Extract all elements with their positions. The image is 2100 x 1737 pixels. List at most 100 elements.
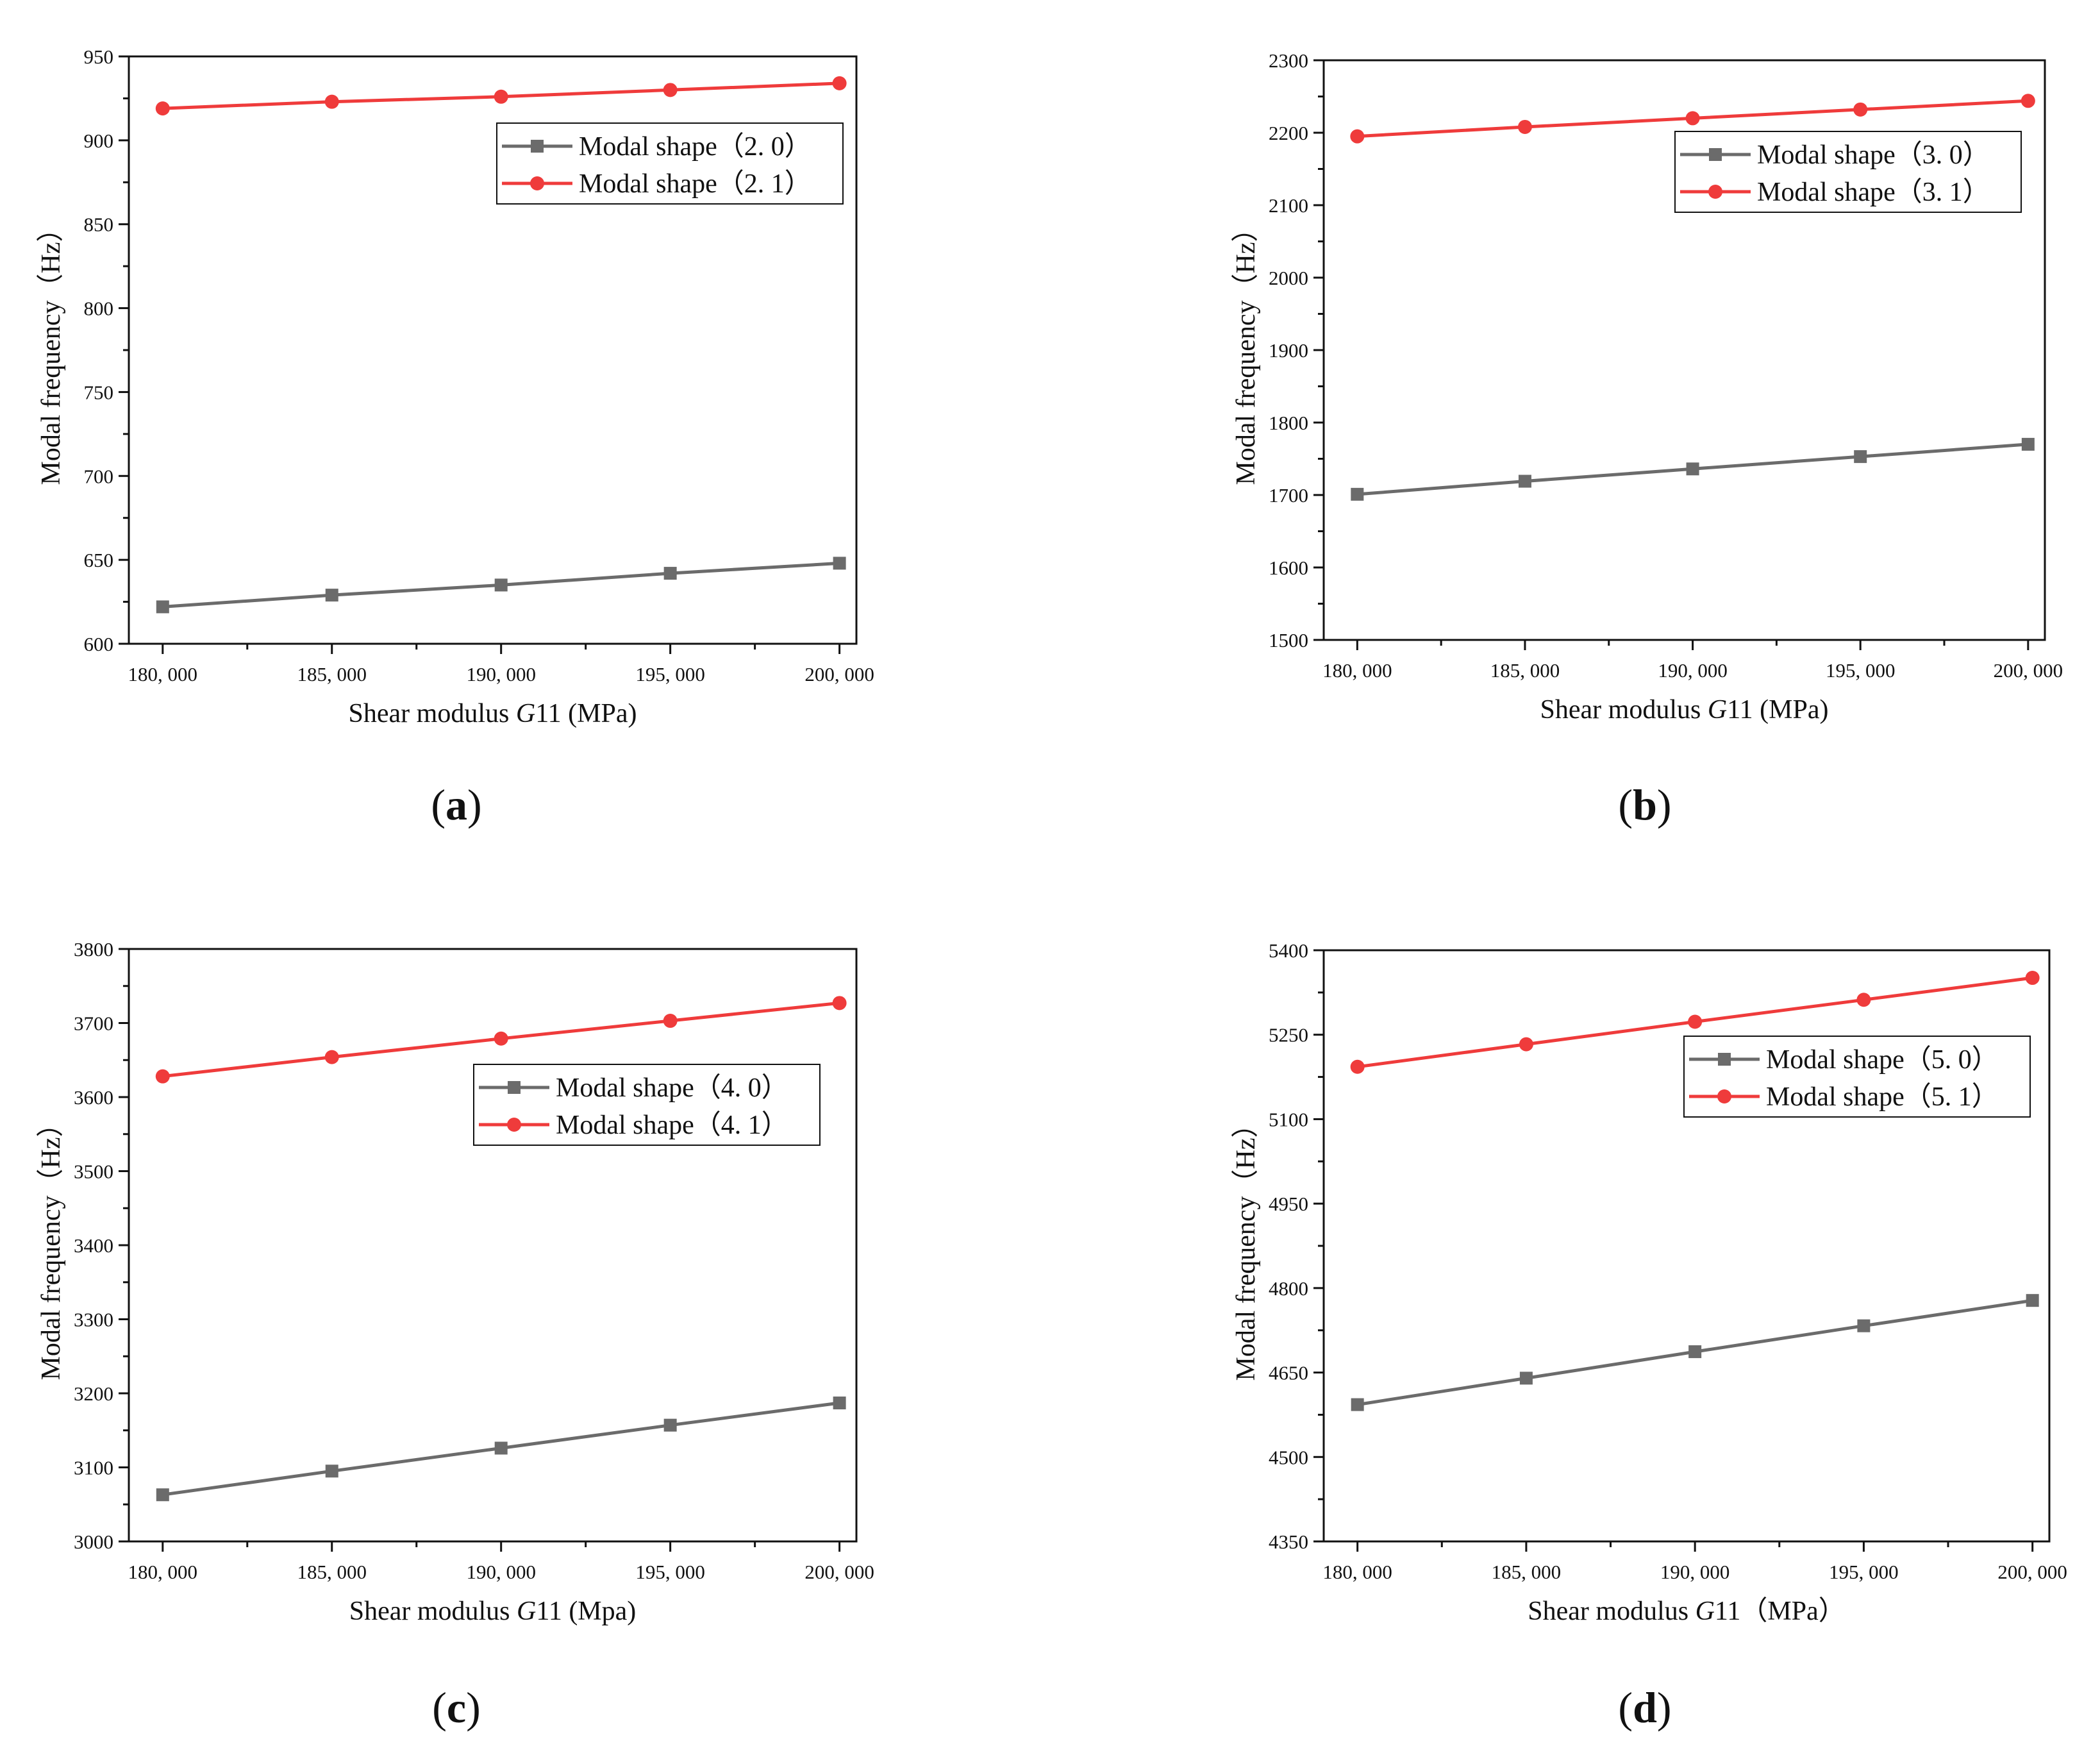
data-point xyxy=(494,1031,508,1046)
y-tick-label: 4800 xyxy=(1269,1277,1308,1300)
y-axis-title: Modal frequency（Hz） xyxy=(37,1110,66,1380)
data-point xyxy=(1519,1372,1533,1385)
y-tick-label: 2200 xyxy=(1269,122,1308,144)
y-axis-title: Modal frequency（Hz） xyxy=(1231,215,1261,485)
y-tick-label: 650 xyxy=(84,549,114,571)
data-point xyxy=(155,1069,170,1084)
x-tick-label: 180, 000 xyxy=(1322,1561,1392,1583)
y-tick-label: 3400 xyxy=(74,1234,113,1257)
data-point xyxy=(663,1014,678,1028)
caption-paren-open: ( xyxy=(1618,1683,1633,1732)
y-axis-title: Modal frequency（Hz） xyxy=(1231,1111,1261,1380)
legend-marker xyxy=(1708,185,1722,199)
caption-letter: d xyxy=(1633,1683,1657,1732)
y-tick-label: 5100 xyxy=(1269,1108,1308,1130)
panel-caption: (a) xyxy=(431,780,481,829)
legend-label: Modal shape（2. 1） xyxy=(579,169,812,199)
legend-label: Modal shape（5. 1） xyxy=(1766,1082,1999,1112)
legend-marker xyxy=(1718,1053,1731,1066)
panel-caption: (c) xyxy=(432,1683,481,1732)
data-point xyxy=(325,589,338,602)
x-axis-title-part: 11 (MPa) xyxy=(535,699,637,728)
data-point xyxy=(1351,1398,1364,1411)
legend-label: Modal shape（2. 0） xyxy=(579,132,812,162)
legend-label: Modal shape（3. 1） xyxy=(1757,178,1990,207)
data-point xyxy=(1853,102,1868,117)
legend-box xyxy=(1683,1036,2031,1118)
legend-label: Modal shape（4. 1） xyxy=(556,1111,788,1140)
data-point xyxy=(1351,487,1364,501)
x-tick-label: 195, 000 xyxy=(635,1561,705,1583)
chart-panel-b: 1500 1600 1700 1800 1900 2000 2100 2200 2300 180,… xyxy=(1231,49,2063,829)
caption-paren-open: ( xyxy=(431,780,446,829)
y-tick-label: 4350 xyxy=(1269,1531,1308,1553)
x-tick-label: 195, 000 xyxy=(635,663,705,685)
x-axis-title: Shear modulus G11（MPa） xyxy=(1528,1597,1845,1626)
legend-marker xyxy=(1717,1089,1731,1103)
data-point xyxy=(2025,971,2040,986)
x-tick-label: 180, 000 xyxy=(1322,659,1392,682)
y-tick-label: 3700 xyxy=(74,1012,113,1035)
caption-paren-close: ) xyxy=(1657,1683,1672,1732)
legend-marker xyxy=(531,140,544,153)
legend-label: Modal shape（3. 0） xyxy=(1757,140,1990,170)
x-axis-title-part: G xyxy=(517,1597,536,1626)
data-point xyxy=(325,1464,338,1478)
y-tick-label: 600 xyxy=(84,633,114,655)
legend-box xyxy=(1674,131,2022,213)
x-axis-title-part: Shear modulus xyxy=(1528,1597,1695,1626)
y-tick-label: 3200 xyxy=(74,1382,113,1405)
y-tick-label: 900 xyxy=(84,130,114,152)
data-point xyxy=(1688,1345,1702,1359)
y-tick-label: 2300 xyxy=(1269,49,1308,72)
y-tick-label: 2000 xyxy=(1269,267,1308,289)
x-tick-label: 180, 000 xyxy=(128,1561,198,1583)
legend-marker xyxy=(1709,148,1722,161)
data-point xyxy=(832,996,847,1011)
plot-frame xyxy=(128,948,858,1543)
y-tick-label: 950 xyxy=(84,46,114,68)
y-tick-label: 5250 xyxy=(1269,1024,1308,1046)
y-tick-label: 3500 xyxy=(74,1161,113,1183)
x-tick-label: 190, 000 xyxy=(1660,1561,1730,1583)
x-axis-title: Shear modulus G11 (MPa) xyxy=(349,699,637,728)
x-axis-title: Shear modulus G11 (MPa) xyxy=(1540,695,1829,725)
y-tick-label: 4650 xyxy=(1269,1362,1308,1384)
legend-box xyxy=(473,1064,821,1146)
y-tick-label: 1600 xyxy=(1269,557,1308,579)
data-point xyxy=(1854,450,1867,464)
y-tick-label: 3800 xyxy=(74,938,113,961)
data-point xyxy=(663,567,677,580)
x-tick-label: 185, 000 xyxy=(1490,659,1560,682)
data-point xyxy=(1856,993,1871,1007)
x-axis-title-part: G xyxy=(1696,1597,1715,1626)
x-tick-label: 185, 000 xyxy=(297,1561,367,1583)
x-axis-title-part: 11 (Mpa) xyxy=(536,1597,636,1626)
y-tick-label: 800 xyxy=(84,298,114,320)
legend-marker xyxy=(507,1118,521,1132)
x-axis-title-part: Shear modulus xyxy=(349,699,516,728)
caption-paren-close: ) xyxy=(467,780,482,829)
data-point xyxy=(324,1050,339,1064)
legend-label: Modal shape（4. 0） xyxy=(556,1073,788,1103)
caption-paren-close: ) xyxy=(1657,780,1672,829)
y-tick-label: 1500 xyxy=(1269,629,1308,651)
data-point xyxy=(155,101,170,116)
chart-panel-d: 4350 4500 4650 4800 4950 5100 5250 5400 180, 000… xyxy=(1231,939,2067,1732)
data-point xyxy=(832,76,847,90)
caption-letter: c xyxy=(447,1683,466,1732)
y-tick-label: 4950 xyxy=(1269,1193,1308,1215)
caption-letter: b xyxy=(1633,780,1657,829)
data-point xyxy=(156,600,169,614)
y-tick-label: 3600 xyxy=(74,1086,113,1109)
x-axis-title-part: Shear modulus xyxy=(349,1597,517,1626)
data-point xyxy=(663,1418,677,1432)
x-axis-title-part: 11（MPa） xyxy=(1715,1597,1846,1626)
data-point xyxy=(1350,1059,1365,1074)
data-point xyxy=(2021,437,2035,451)
x-axis-title-part: Shear modulus xyxy=(1540,695,1708,725)
data-point xyxy=(1350,129,1365,144)
data-point xyxy=(156,1488,169,1502)
y-tick-label: 2100 xyxy=(1269,194,1308,217)
y-tick-label: 4500 xyxy=(1269,1446,1308,1468)
